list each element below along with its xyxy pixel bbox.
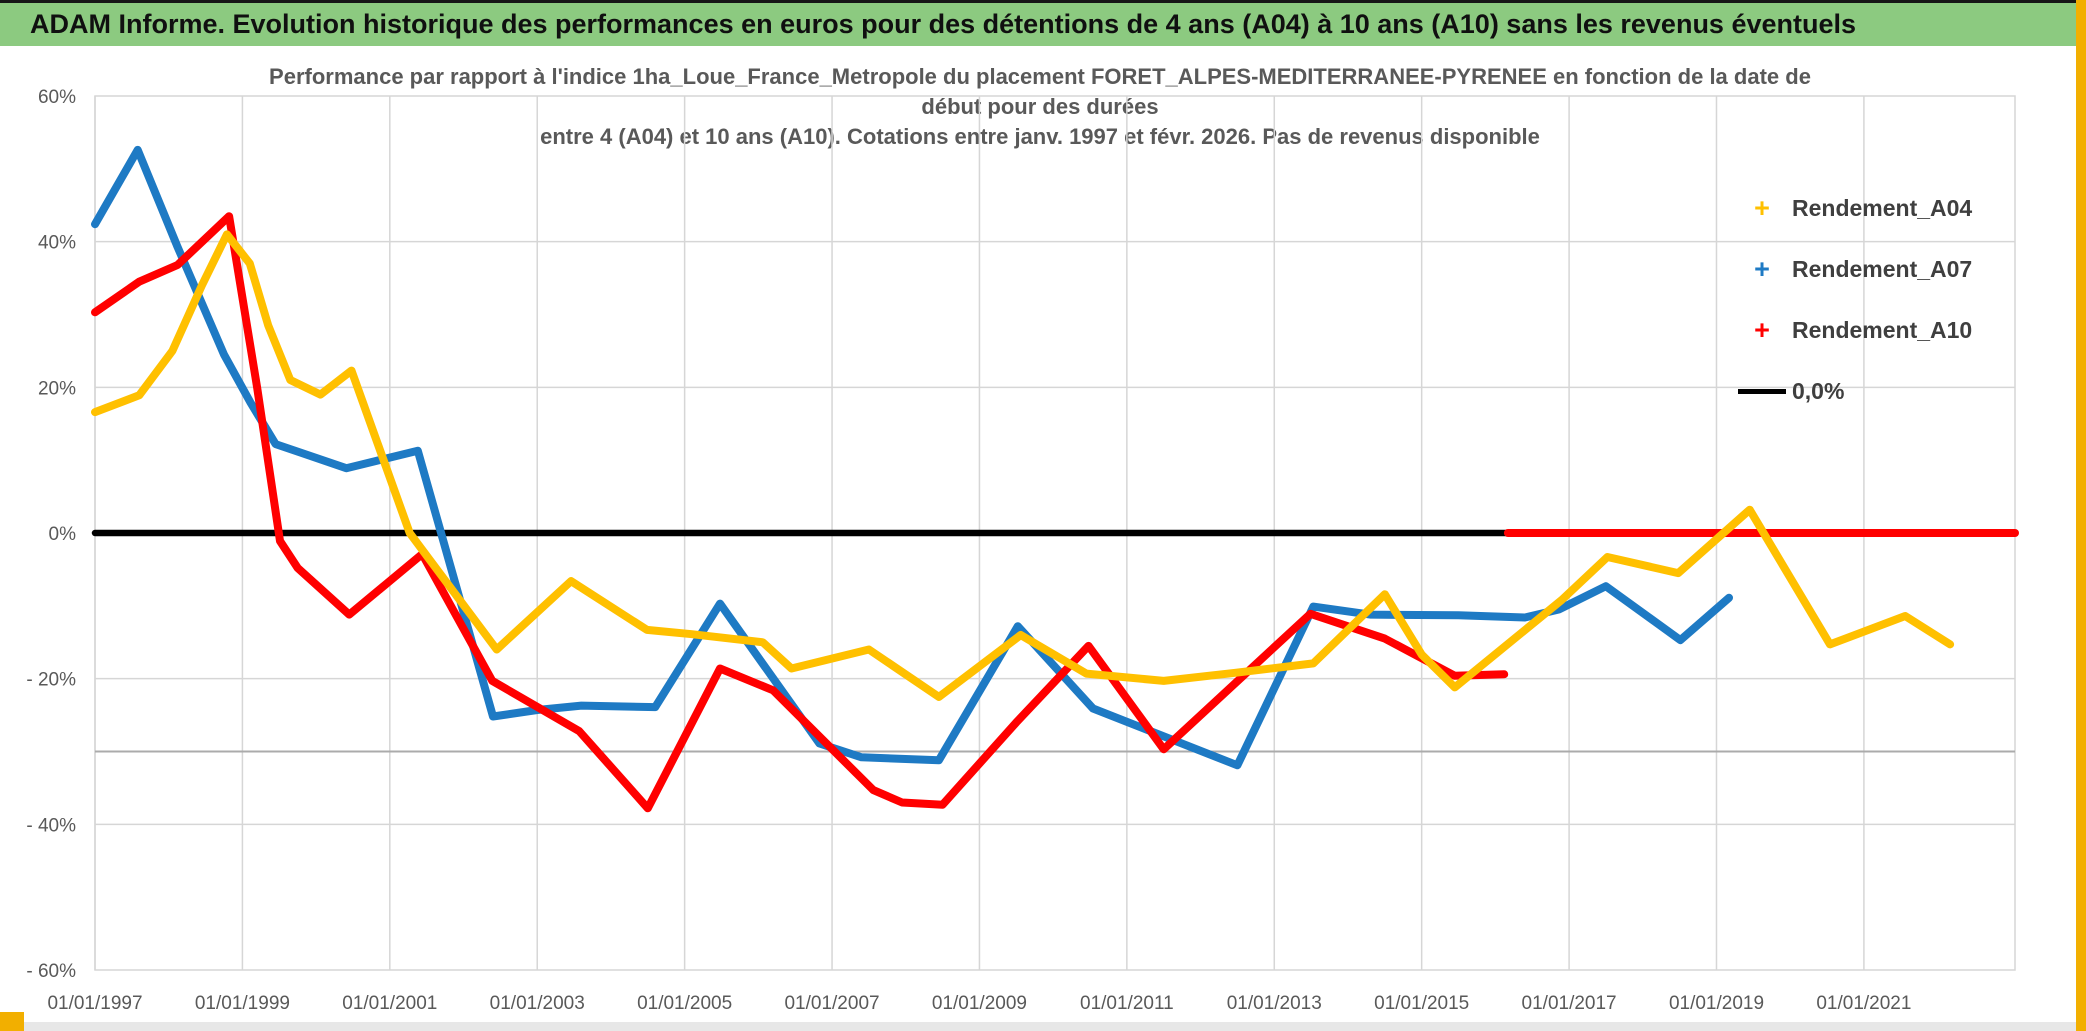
legend-item-rendement-a04: + Rendement_A04 [1736,194,1972,222]
window-bottom-strip [24,1022,2076,1031]
legend-label: 0,0% [1792,377,1845,404]
series-line-rendement-a10 [91,212,1509,813]
x-tick-label: 01/01/2001 [342,993,437,1014]
chart-title-line1: Performance par rapport à l'indice 1ha_L… [269,64,1811,89]
series-line-rendement-a04 [91,230,1955,701]
legend-item-0-0-: 0,0% [1736,377,1972,405]
y-tick-label: 60% [38,87,76,108]
x-tick-label: 01/01/2009 [932,993,1027,1014]
chart-title: Performance par rapport à l'indice 1ha_L… [170,62,1910,152]
legend-label: Rendement_A10 [1792,316,1973,343]
x-tick-label: 01/01/2011 [1080,993,1174,1014]
x-tick-label: 01/01/2013 [1227,993,1322,1014]
window-top-border [0,0,2086,3]
x-tick-label: 01/01/1999 [195,993,290,1014]
legend-item-rendement-a10: + Rendement_A10 [1736,316,1972,344]
x-tick-label: 01/01/1997 [47,993,142,1014]
x-tick-label: 01/01/2015 [1374,993,1469,1014]
legend-label: Rendement_A04 [1792,194,1973,221]
y-tick-label: 20% [38,378,76,399]
page-title: ADAM Informe. Evolution historique des p… [30,9,1857,39]
chart-title-line2: début pour des durées [921,94,1159,119]
window-right-border [2076,0,2086,1031]
x-tick-label: 01/01/2003 [490,993,585,1014]
x-tick-label: 01/01/2019 [1669,993,1764,1014]
legend-plus-marker-icon: + [1754,315,1770,345]
chart-legend: + Rendement_A04 + Rendement_A07 + Rendement_A… [1736,194,1972,405]
legend-item-rendement-a07: + Rendement_A07 [1736,255,1972,283]
window-title-bar: ADAM Informe. Evolution historique des p… [0,3,2076,46]
x-tick-label: 01/01/2021 [1816,993,1911,1014]
y-tick-label: 0% [49,524,77,545]
legend-plus-marker-icon: + [1754,254,1770,284]
y-tick-label: - 20% [26,670,76,691]
x-tick-label: 01/01/2005 [637,993,732,1014]
x-tick-label: 01/01/2017 [1522,993,1617,1014]
y-tick-label: - 60% [26,961,76,982]
y-tick-label: - 40% [26,815,76,836]
x-tick-label: 01/01/2007 [784,993,879,1014]
legend-plus-marker-icon: + [1754,193,1770,223]
legend-line-marker-icon [1738,388,1786,394]
legend-label: Rendement_A07 [1792,255,1973,282]
window-corner-marker [0,1012,24,1031]
chart-title-line3: entre 4 (A04) et 10 ans (A10). Cotations… [540,124,1540,149]
y-tick-label: 40% [38,233,76,254]
